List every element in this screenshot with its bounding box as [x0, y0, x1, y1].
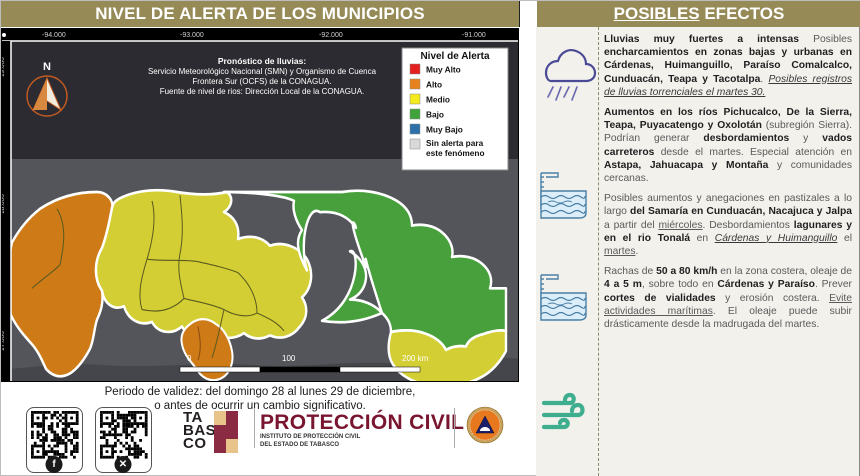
svg-text:19.000: 19.000 — [2, 57, 6, 77]
svg-text:Muy Bajo: Muy Bajo — [426, 125, 463, 135]
svg-text:Sin alerta para: Sin alerta para — [426, 138, 484, 148]
svg-text:-92.000: -92.000 — [319, 32, 343, 39]
svg-text:0: 0 — [187, 354, 192, 363]
svg-text:Medio: Medio — [426, 95, 450, 105]
svg-text:Pronóstico de lluvias:: Pronóstico de lluvias: — [218, 56, 306, 66]
svg-text:este fenómeno: este fenómeno — [426, 148, 485, 158]
svg-text:N: N — [43, 61, 51, 73]
svg-text:Alto: Alto — [426, 80, 442, 90]
svg-text:-91.000: -91.000 — [462, 32, 486, 39]
svg-text:Servicio Meteorológico Naciona: Servicio Meteorológico Nacional (SMN) y … — [148, 67, 377, 76]
svg-text:Fuente de nivel de rios: Direc: Fuente de nivel de rios: Dirección Local… — [160, 87, 365, 96]
svg-text:18.000: 18.000 — [2, 194, 6, 214]
svg-text:-94.000: -94.000 — [42, 32, 66, 39]
svg-text:100: 100 — [282, 354, 296, 363]
svg-text:Frontera Sur (OCFS) de la CONA: Frontera Sur (OCFS) de la CONAGUA. — [192, 77, 331, 86]
svg-text:Nivel de Alerta: Nivel de Alerta — [420, 51, 490, 62]
svg-text:17.000: 17.000 — [2, 331, 6, 351]
svg-text:Bajo: Bajo — [426, 110, 444, 120]
svg-text:-93.000: -93.000 — [180, 32, 204, 39]
svg-text:200 km: 200 km — [402, 354, 429, 363]
svg-text:Muy Alto: Muy Alto — [426, 65, 461, 75]
